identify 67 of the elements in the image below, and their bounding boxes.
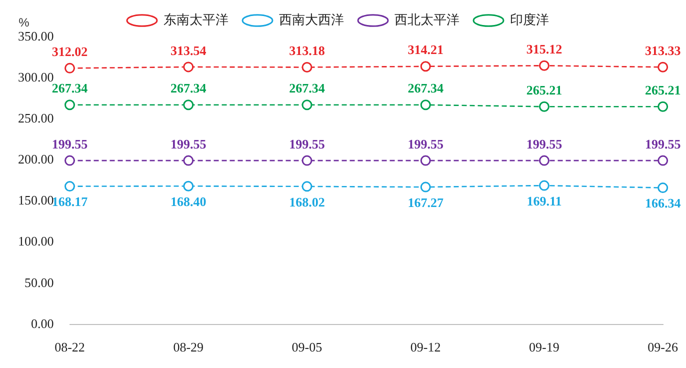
- y-axis-title: %: [18, 15, 30, 30]
- data-label: 169.11: [526, 193, 562, 208]
- point: [183, 180, 194, 192]
- y-tick-label: 150.00: [18, 192, 54, 208]
- point: [538, 155, 550, 166]
- point: [302, 155, 312, 166]
- point: [538, 180, 550, 191]
- point: [183, 155, 194, 166]
- point: [420, 182, 431, 192]
- data-label: 313.54: [170, 42, 207, 58]
- data-label: 199.55: [289, 136, 326, 152]
- legend-label: 西北太平洋: [394, 12, 460, 28]
- data-label: 267.34: [289, 80, 326, 96]
- x-tick-label: 09-19: [529, 340, 560, 355]
- data-label: 267.34: [408, 80, 444, 96]
- y-tick-label: 200.00: [18, 152, 54, 167]
- point: [658, 155, 668, 166]
- point: [420, 61, 431, 72]
- data-label: 168.17: [52, 194, 88, 210]
- data-label: 199.55: [170, 136, 207, 152]
- point: [420, 100, 431, 110]
- y-tick-label: 100.00: [18, 234, 54, 249]
- point: [658, 62, 668, 72]
- data-label: 167.27: [408, 194, 444, 210]
- x-tick-label: 09-05: [292, 340, 322, 355]
- data-label: 199.55: [52, 136, 88, 152]
- data-label: 168.02: [289, 194, 325, 210]
- data-label: 313.33: [644, 42, 682, 58]
- legend-label: 东南太平洋: [164, 12, 228, 28]
- data-label: 312.02: [52, 44, 88, 60]
- data-label: 199.55: [526, 136, 563, 152]
- point: [302, 181, 312, 192]
- x-tick-label: 08-22: [54, 340, 85, 355]
- point: [420, 155, 431, 166]
- x-tick-label: 09-12: [410, 340, 441, 355]
- data-label: 199.55: [408, 136, 444, 152]
- data-label: 168.40: [170, 194, 206, 209]
- data-label: 314.21: [408, 42, 444, 58]
- y-tick-label: 250.00: [18, 110, 54, 126]
- y-tick-label: 0.00: [31, 316, 54, 331]
- point: [302, 100, 312, 110]
- data-label: 267.34: [52, 80, 88, 96]
- point: [64, 62, 75, 74]
- point: [183, 100, 194, 110]
- point: [64, 100, 75, 110]
- data-label: 265.21: [644, 82, 681, 98]
- legend-label: 印度洋: [510, 12, 549, 28]
- x-tick-label: 09-26: [648, 340, 678, 355]
- point: [64, 155, 75, 166]
- point: [538, 60, 550, 71]
- legend-label: 西南大西洋: [279, 12, 344, 28]
- point: [302, 62, 312, 72]
- data-label: 267.34: [170, 80, 207, 96]
- point: [183, 62, 194, 72]
- data-label: 315.12: [526, 42, 562, 56]
- point: [658, 182, 668, 194]
- data-label: 313.18: [289, 43, 326, 58]
- point: [658, 101, 668, 112]
- data-label: 265.21: [526, 82, 562, 98]
- x-tick-label: 08-29: [173, 340, 204, 355]
- point: [538, 101, 550, 112]
- y-tick-label: 50.00: [24, 274, 54, 290]
- data-label: 166.34: [644, 196, 682, 211]
- data-label: 199.55: [644, 136, 682, 152]
- y-tick-label: 300.00: [18, 69, 54, 84]
- y-tick-label: 350.00: [18, 28, 54, 44]
- point: [64, 181, 75, 192]
